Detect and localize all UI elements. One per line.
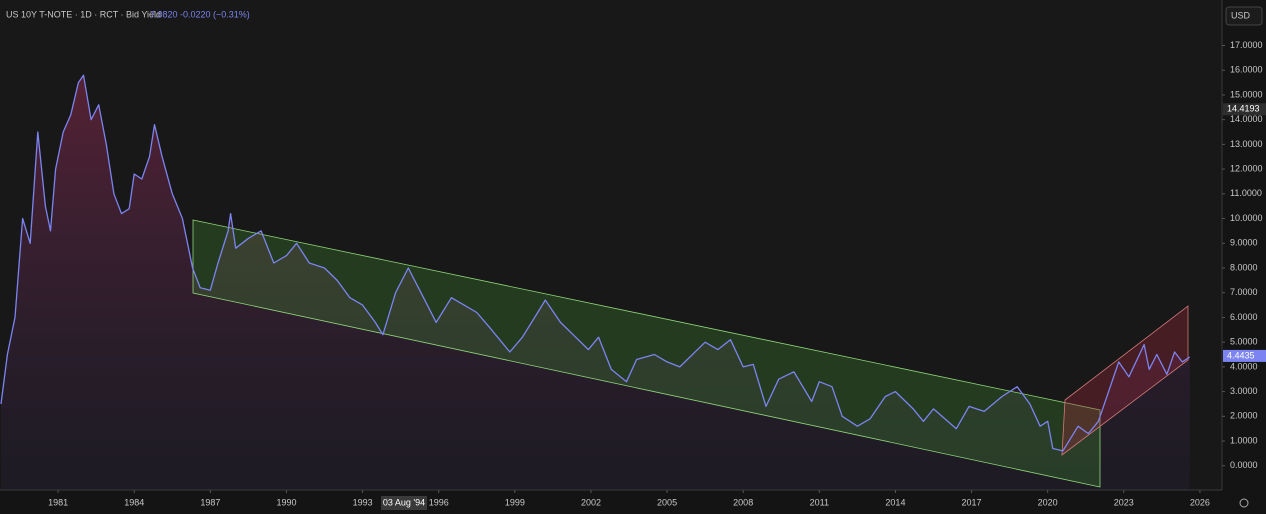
- currency-label[interactable]: USD: [1231, 10, 1251, 20]
- x-tick-label: 2020: [1038, 497, 1058, 507]
- x-tick-label: 2023: [1114, 497, 1134, 507]
- y-tick-label: 5.0000: [1230, 337, 1258, 347]
- y-tick-label: 12.0000: [1230, 163, 1263, 173]
- y-tick-label: 16.0000: [1230, 65, 1263, 75]
- x-tick-label: 2005: [657, 497, 677, 507]
- price-label-bg: [1223, 103, 1266, 116]
- currency-button[interactable]: [1225, 6, 1263, 26]
- line-layer: [0, 74, 1191, 452]
- y-tick-label: 0.0000: [1230, 460, 1258, 470]
- chart-title: US 10Y T-NOTE · 1D · RCT · Bid Yield: [6, 9, 161, 19]
- x-tick-label: 1990: [276, 497, 296, 507]
- y-tick-label: 11.0000: [1230, 188, 1262, 198]
- price-change: -0.0220 (−0.31%): [180, 9, 250, 19]
- y-tick-label: 1.0000: [1230, 435, 1258, 445]
- settings-icon[interactable]: [1239, 498, 1249, 508]
- price-label: 14.4193: [1227, 104, 1260, 114]
- y-tick-label: 8.0000: [1230, 262, 1258, 272]
- x-tick-label: 2011: [810, 497, 829, 507]
- x-tick-label: 1987: [200, 497, 220, 507]
- price-label: 4.4435: [1227, 350, 1255, 360]
- x-tick-label: 1996: [429, 497, 449, 507]
- y-tick-label: 10.0000: [1230, 213, 1263, 223]
- area: [1, 75, 1190, 490]
- y-tick-label: 17.0000: [1230, 40, 1263, 50]
- y-tick-label: 6.0000: [1230, 312, 1258, 322]
- line: [0, 74, 1191, 452]
- price-label-bg: [1223, 349, 1266, 362]
- x-tick-label: 1993: [353, 497, 373, 507]
- x-tick-label: 1981: [48, 497, 68, 507]
- y-tick-label: 9.0000: [1230, 238, 1258, 248]
- trend-channel: [1061, 305, 1189, 456]
- x-tick-label: 1984: [124, 497, 144, 507]
- crosshair-date: 03 Aug '94: [383, 497, 425, 507]
- last-price: 7.0820: [150, 9, 178, 19]
- area-layer: [1, 75, 1190, 490]
- y-tick-label: 15.0000: [1230, 89, 1263, 99]
- y-tick-label: 2.0000: [1230, 411, 1258, 421]
- y-tick-label: 14.0000: [1230, 114, 1263, 124]
- y-tick-label: 3.0000: [1230, 386, 1258, 396]
- x-tick-label: 2002: [581, 497, 601, 507]
- price-axis-bg: [1222, 0, 1266, 514]
- crosshair-date-bg: [381, 496, 427, 510]
- y-tick-label: 4.0000: [1230, 361, 1258, 371]
- x-tick-label: 2017: [962, 497, 982, 507]
- x-tick-label: 1999: [505, 497, 525, 507]
- x-tick-label: 2014: [885, 497, 905, 507]
- y-tick-label: 13.0000: [1230, 139, 1263, 149]
- x-tick-label: 2008: [733, 497, 753, 507]
- y-tick-label: 7.0000: [1230, 287, 1258, 297]
- x-tick-label: 2026: [1190, 497, 1210, 507]
